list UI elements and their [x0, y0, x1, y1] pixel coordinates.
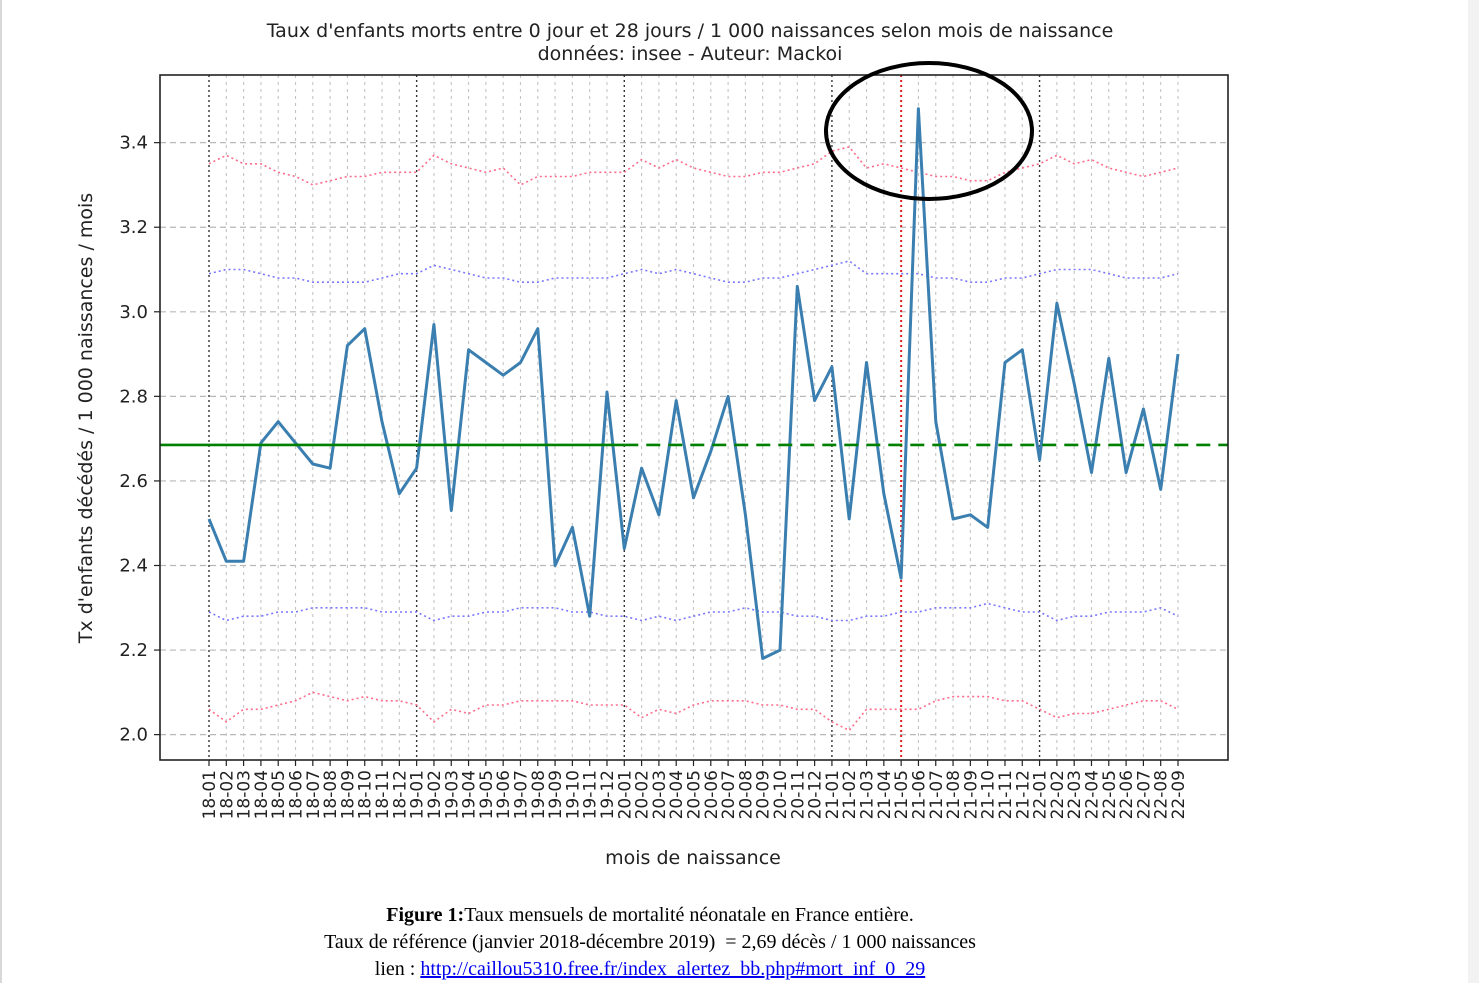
x-tick-label: 21-11 — [996, 770, 1016, 819]
source-link[interactable]: http://caillou5310.free.fr/index_alertez… — [420, 958, 926, 980]
x-tick-label: 22-06 — [1117, 770, 1137, 819]
highlight-ellipse — [824, 61, 1034, 201]
x-tick-label: 21-12 — [1013, 770, 1033, 819]
x-tick-label: 20-02 — [633, 770, 653, 819]
x-tick-label: 18-06 — [287, 770, 307, 819]
x-tick-label: 21-08 — [944, 770, 964, 819]
x-tick-label: 20-07 — [719, 770, 739, 819]
caption-link-line: lien : http://caillou5310.free.fr/index_… — [0, 956, 1300, 983]
y-tick-label: 2.6 — [119, 471, 148, 492]
figure-label: Figure 1: — [386, 904, 465, 926]
y-tick-label: 2.4 — [119, 555, 148, 576]
x-tick-label: 20-12 — [806, 770, 826, 819]
x-tick-label: 18-07 — [304, 770, 324, 819]
chart-subtitle: données: insee - Auteur: Mackoi — [538, 43, 843, 65]
x-tick-label: 19-11 — [581, 770, 601, 819]
x-tick-label: 21-10 — [979, 770, 999, 819]
x-tick-label: 20-11 — [788, 770, 808, 819]
grid-lines — [160, 75, 1228, 760]
x-tick-label: 19-08 — [529, 770, 549, 819]
x-tick-label: 20-05 — [685, 770, 705, 819]
link-prefix: lien : — [374, 958, 421, 980]
x-tick-label: 21-06 — [909, 770, 929, 819]
x-tick-label: 21-03 — [858, 770, 878, 819]
x-tick-label: 21-01 — [823, 770, 843, 819]
tick-labels: 2.02.22.42.62.83.03.23.418-0118-0218-031… — [119, 133, 1189, 820]
x-tick-label: 19-04 — [460, 770, 480, 819]
figure-caption: Figure 1:Taux mensuels de mortalité néon… — [0, 902, 1300, 983]
x-tick-label: 19-09 — [546, 770, 566, 819]
x-tick-label: 22-02 — [1048, 770, 1068, 819]
band-series-line — [208, 260, 1179, 284]
series-layer — [160, 107, 1228, 732]
x-tick-label: 18-04 — [252, 770, 272, 819]
x-tick-label: 18-11 — [373, 770, 393, 819]
caption-reference: Taux de référence (janvier 2018-décembre… — [324, 931, 976, 953]
x-tick-label: 18-03 — [235, 770, 255, 819]
main-series-line — [207, 107, 1180, 660]
line-chart: Taux d'enfants morts entre 0 jour et 28 … — [75, 20, 1229, 869]
x-tick-label: 19-05 — [477, 770, 497, 819]
x-tick-label: 19-06 — [494, 770, 514, 819]
x-tick-label: 20-06 — [702, 770, 722, 819]
x-tick-label: 18-10 — [356, 770, 376, 819]
y-tick-label: 3.2 — [119, 217, 148, 238]
x-tick-label: 22-09 — [1169, 770, 1189, 819]
x-tick-label: 22-01 — [1031, 770, 1051, 819]
x-tick-label: 22-04 — [1082, 770, 1102, 819]
page-edge-right — [1468, 0, 1479, 983]
x-tick-label: 19-10 — [563, 770, 583, 819]
y-tick-label: 2.0 — [119, 725, 148, 746]
x-tick-label: 20-01 — [615, 770, 635, 819]
x-tick-label: 21-09 — [961, 770, 981, 819]
x-tick-label: 18-09 — [338, 770, 358, 819]
y-tick-label: 2.2 — [119, 640, 148, 661]
x-tick-label: 19-07 — [511, 770, 531, 819]
page-edge-left — [0, 0, 2, 983]
caption-line-1: Figure 1:Taux mensuels de mortalité néon… — [0, 902, 1300, 929]
y-tick-label: 3.0 — [119, 302, 148, 323]
x-tick-label: 20-04 — [667, 770, 687, 819]
x-tick-label: 18-02 — [217, 770, 237, 819]
x-tick-label: 19-12 — [598, 770, 618, 819]
x-tick-label: 21-04 — [875, 770, 895, 819]
y-tick-label: 2.8 — [119, 386, 148, 407]
x-tick-label: 22-03 — [1065, 770, 1085, 819]
x-axis-label: mois de naissance — [605, 847, 781, 869]
x-tick-label: 21-07 — [927, 770, 947, 819]
y-tick-label: 3.4 — [119, 133, 148, 154]
band-series-line — [208, 602, 1179, 622]
x-tick-label: 18-01 — [200, 770, 220, 819]
x-tick-label: 21-02 — [840, 770, 860, 819]
plot-frame — [159, 74, 1229, 761]
y-axis-label: Tx d'enfants décédés / 1 000 naissances … — [75, 193, 97, 644]
x-tick-label: 20-09 — [754, 770, 774, 819]
x-tick-label: 21-05 — [892, 770, 912, 819]
figure-text: Taux mensuels de mortalité néonatale en … — [464, 904, 914, 926]
x-tick-label: 22-05 — [1100, 770, 1120, 819]
band-series-line — [208, 691, 1179, 732]
x-tick-label: 18-08 — [321, 770, 341, 819]
x-tick-label: 22-08 — [1152, 770, 1172, 819]
x-tick-label: 20-10 — [771, 770, 791, 819]
x-tick-label: 19-02 — [425, 770, 445, 819]
x-tick-label: 19-01 — [408, 770, 428, 819]
x-tick-label: 20-03 — [650, 770, 670, 819]
x-tick-label: 18-12 — [390, 770, 410, 819]
x-tick-label: 20-08 — [736, 770, 756, 819]
x-tick-label: 22-07 — [1134, 770, 1154, 819]
chart-title: Taux d'enfants morts entre 0 jour et 28 … — [266, 20, 1114, 42]
x-tick-label: 19-03 — [442, 770, 462, 819]
x-tick-label: 18-05 — [269, 770, 289, 819]
band-series-line — [208, 146, 1179, 186]
